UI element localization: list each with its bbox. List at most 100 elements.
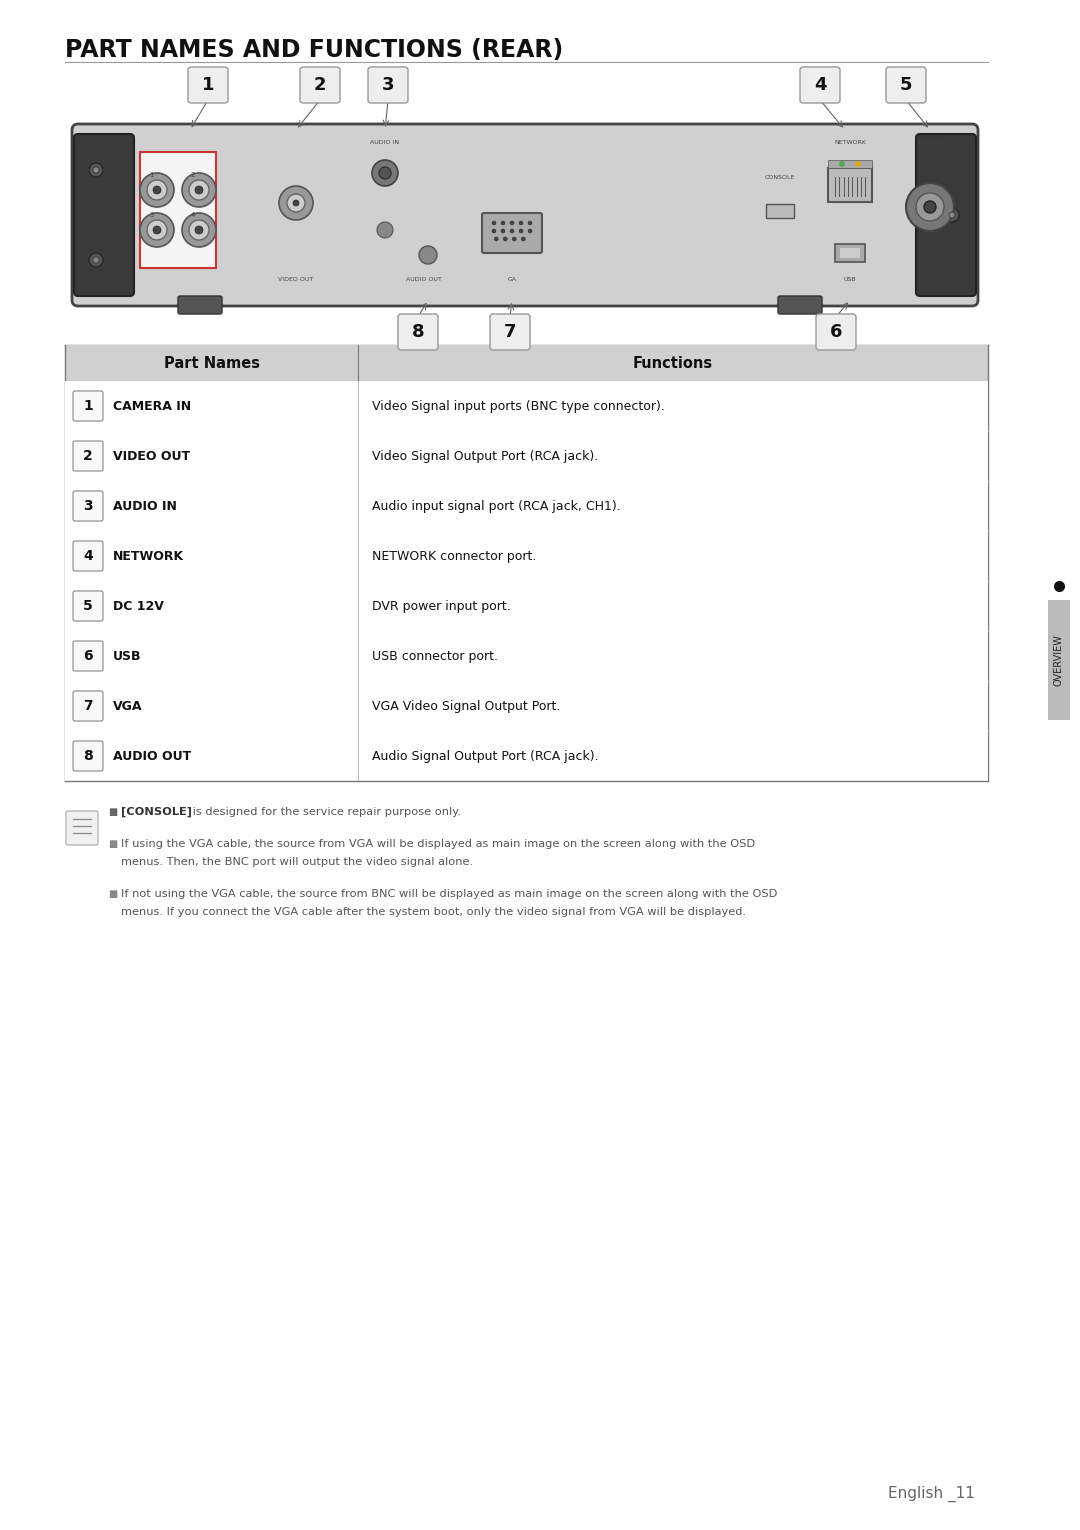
Text: 5: 5 (83, 600, 93, 614)
Text: 8: 8 (411, 323, 424, 341)
Text: GA: GA (508, 277, 516, 282)
Circle shape (195, 226, 203, 234)
Text: 2: 2 (191, 171, 195, 177)
FancyBboxPatch shape (73, 441, 103, 471)
FancyBboxPatch shape (73, 641, 103, 672)
Text: 7: 7 (83, 699, 93, 713)
Text: [CONSOLE]: [CONSOLE] (121, 806, 192, 817)
Circle shape (147, 181, 167, 200)
FancyBboxPatch shape (73, 591, 103, 621)
Circle shape (93, 257, 99, 263)
Text: ■: ■ (108, 838, 118, 849)
Circle shape (147, 220, 167, 240)
Circle shape (501, 220, 505, 225)
FancyBboxPatch shape (816, 314, 856, 350)
Text: NETWORK: NETWORK (834, 141, 866, 145)
Bar (140, 151, 216, 268)
Circle shape (93, 167, 99, 173)
Circle shape (528, 230, 532, 233)
Text: 4: 4 (191, 213, 195, 217)
FancyBboxPatch shape (72, 124, 978, 306)
Circle shape (419, 246, 437, 265)
Circle shape (519, 230, 523, 233)
Circle shape (492, 220, 496, 225)
Text: OVERVIEW: OVERVIEW (1054, 633, 1064, 685)
Text: AUDIO IN: AUDIO IN (113, 499, 177, 513)
FancyBboxPatch shape (188, 67, 228, 103)
Bar (766, 203, 794, 217)
Circle shape (510, 220, 514, 225)
Bar (65, 531, 988, 581)
Text: PART NAMES AND FUNCTIONS (REAR): PART NAMES AND FUNCTIONS (REAR) (65, 38, 564, 63)
Circle shape (377, 222, 393, 239)
Text: 3: 3 (83, 499, 93, 513)
Text: CONSOLE: CONSOLE (765, 174, 795, 181)
Circle shape (287, 194, 305, 213)
Text: NETWORK connector port.: NETWORK connector port. (372, 549, 537, 563)
Bar (65, 630, 988, 681)
FancyBboxPatch shape (828, 168, 872, 202)
FancyBboxPatch shape (178, 295, 222, 314)
Circle shape (949, 213, 955, 217)
Text: Video Signal input ports (BNC type connector).: Video Signal input ports (BNC type conne… (372, 399, 665, 413)
Circle shape (906, 184, 954, 231)
Text: Audio Signal Output Port (RCA jack).: Audio Signal Output Port (RCA jack). (372, 750, 598, 762)
Text: NETWORK: NETWORK (113, 549, 184, 563)
Text: If not using the VGA cable, the source from BNC will be displayed as main image : If not using the VGA cable, the source f… (121, 889, 778, 900)
Circle shape (372, 161, 399, 187)
Circle shape (839, 161, 845, 167)
Text: 8: 8 (83, 750, 93, 763)
Circle shape (855, 161, 861, 167)
Text: 4: 4 (83, 549, 93, 563)
Text: 1: 1 (149, 171, 153, 177)
Bar (65, 581, 988, 630)
Text: Part Names: Part Names (163, 355, 259, 370)
Circle shape (501, 230, 505, 233)
Text: AUDIO OUT: AUDIO OUT (406, 277, 442, 282)
Circle shape (153, 226, 161, 234)
Text: VIDEO OUT: VIDEO OUT (113, 450, 190, 462)
Circle shape (189, 220, 210, 240)
Circle shape (512, 237, 516, 242)
Text: Video Signal Output Port (RCA jack).: Video Signal Output Port (RCA jack). (372, 450, 598, 462)
Circle shape (916, 193, 944, 220)
FancyBboxPatch shape (73, 542, 103, 571)
Bar (65, 381, 988, 431)
FancyBboxPatch shape (482, 213, 542, 252)
FancyBboxPatch shape (800, 67, 840, 103)
Text: 1: 1 (83, 399, 93, 413)
Bar (840, 248, 860, 259)
Bar (1048, 600, 1070, 721)
Circle shape (495, 237, 498, 242)
Text: Functions: Functions (633, 355, 713, 370)
Text: 5: 5 (900, 76, 913, 93)
Text: 3: 3 (381, 76, 394, 93)
FancyBboxPatch shape (73, 491, 103, 522)
FancyBboxPatch shape (73, 692, 103, 721)
Circle shape (379, 167, 391, 179)
Text: AUDIO IN: AUDIO IN (370, 141, 400, 145)
Circle shape (510, 230, 514, 233)
Circle shape (195, 187, 203, 194)
Circle shape (183, 213, 216, 246)
FancyBboxPatch shape (66, 811, 98, 845)
Text: 6: 6 (829, 323, 842, 341)
Text: USB connector port.: USB connector port. (372, 650, 498, 662)
Text: VGA Video Signal Output Port.: VGA Video Signal Output Port. (372, 699, 561, 713)
FancyBboxPatch shape (73, 392, 103, 421)
Text: 4: 4 (813, 76, 826, 93)
Bar (65, 344, 988, 381)
Circle shape (153, 187, 161, 194)
FancyBboxPatch shape (368, 67, 408, 103)
Circle shape (279, 187, 313, 220)
Circle shape (492, 230, 496, 233)
Text: USB: USB (843, 277, 856, 282)
Circle shape (528, 220, 532, 225)
Circle shape (89, 252, 103, 268)
Text: If using the VGA cable, the source from VGA will be displayed as main image on t: If using the VGA cable, the source from … (121, 838, 755, 849)
Bar (65, 480, 988, 531)
Text: English _11: English _11 (888, 1486, 975, 1502)
Circle shape (522, 237, 525, 242)
FancyBboxPatch shape (778, 295, 822, 314)
Text: USB: USB (113, 650, 141, 662)
